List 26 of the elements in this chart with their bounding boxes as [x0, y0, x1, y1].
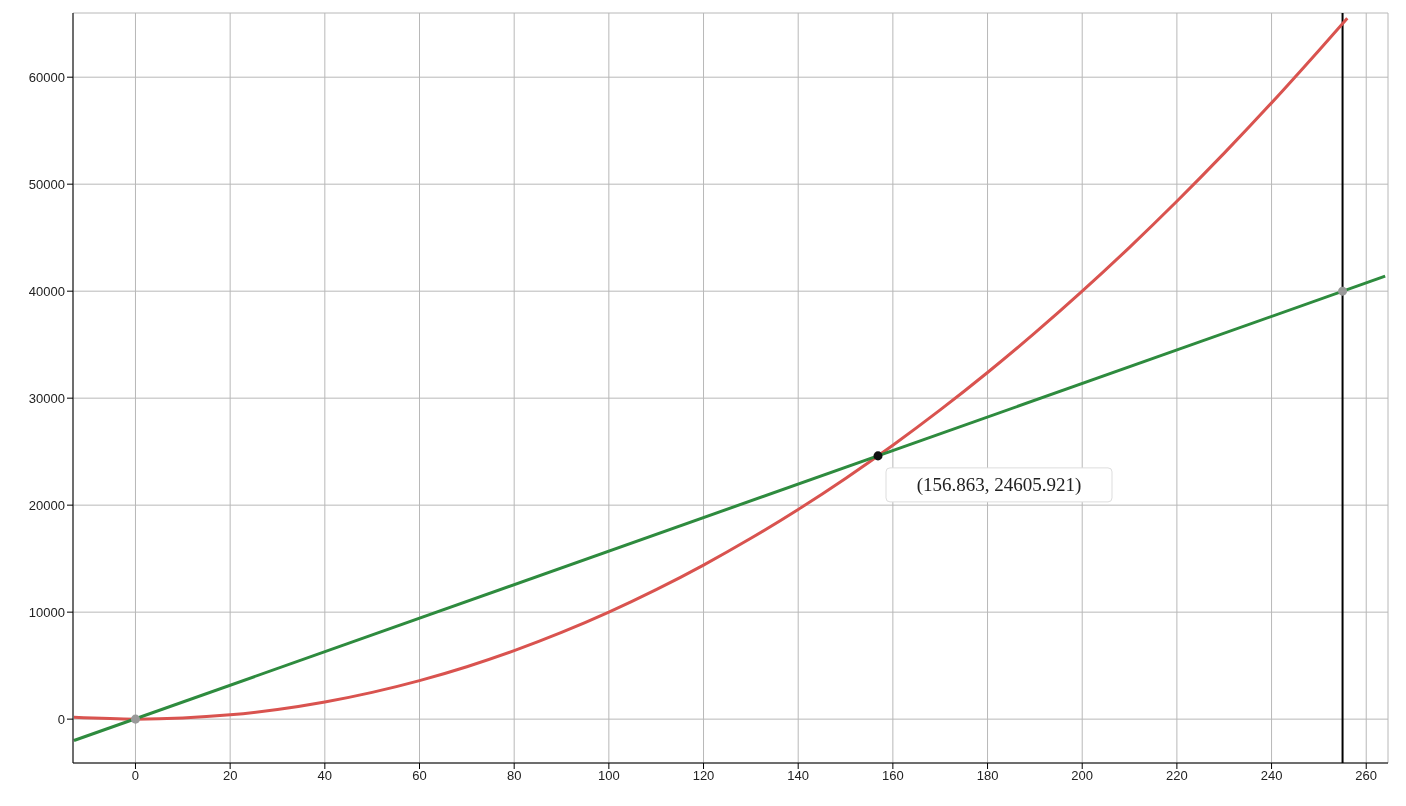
x-tick-label: 120 — [692, 768, 715, 784]
point — [1338, 286, 1348, 296]
y-tick-label: 50000 — [28, 176, 65, 192]
x-tick-label: 40 — [317, 768, 333, 784]
x-tick-label: 260 — [1355, 768, 1378, 784]
x-tick-label: 220 — [1166, 768, 1188, 784]
annotation: (156.863, 24605.921) — [916, 473, 1082, 496]
x-tick-label: 80 — [506, 768, 522, 784]
x-tick-label: 180 — [976, 768, 999, 784]
x-tick-label: 140 — [787, 768, 810, 784]
y-tick-label: 60000 — [28, 69, 65, 85]
x-tick-label: 100 — [597, 768, 620, 784]
callout: (156.863, 24605.921) — [885, 467, 1113, 503]
y-tick-label: 40000 — [28, 283, 65, 299]
x-tick-label: 60 — [412, 768, 427, 784]
x-tick-label: 240 — [1260, 768, 1283, 784]
y-tick-label: 10000 — [28, 604, 65, 620]
y-tick-label: 30000 — [28, 390, 65, 406]
y-tick-label: 20000 — [28, 497, 65, 513]
point — [130, 714, 140, 724]
y-tick-label: 0 — [57, 711, 65, 727]
x-tick-label: 20 — [222, 768, 238, 784]
x-tick-label: 200 — [1071, 768, 1094, 784]
point — [873, 451, 883, 461]
x-tick-label: 0 — [131, 768, 140, 784]
x-tick-label: 160 — [882, 768, 904, 784]
